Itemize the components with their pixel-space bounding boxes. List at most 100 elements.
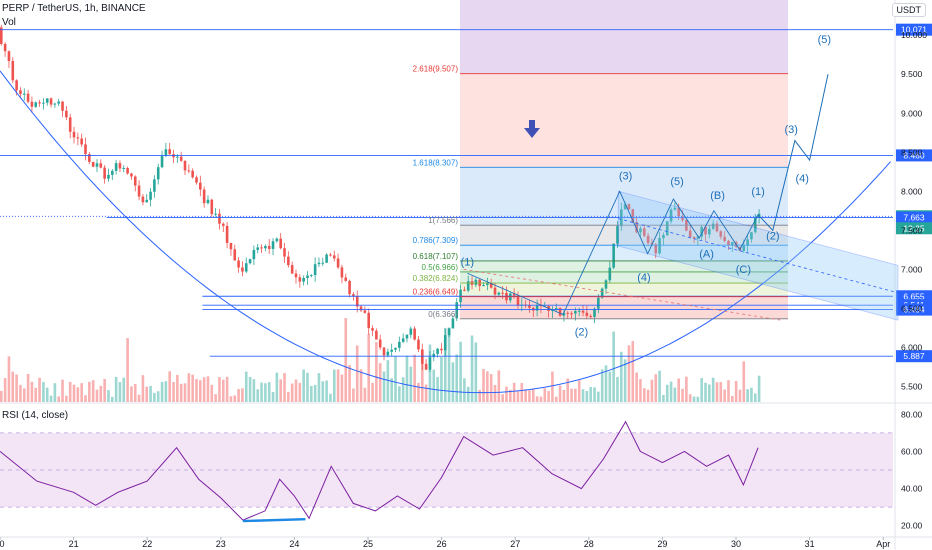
candle: [179, 156, 183, 161]
candle: [593, 308, 596, 317]
volume-bar: [669, 381, 673, 402]
candle: [210, 199, 214, 215]
target-zone: [460, 0, 788, 74]
candle: [409, 328, 413, 335]
candle: [662, 235, 665, 239]
volume-bar: [623, 359, 627, 402]
candle: [53, 103, 57, 105]
volume-bar: [195, 379, 198, 402]
volume-bar: [248, 376, 252, 402]
fib-level-label: 0.236(6.649): [413, 288, 459, 297]
volume-bar: [390, 378, 393, 402]
fib-level-label: 0.382(6.824): [413, 274, 459, 283]
candle: [440, 348, 443, 351]
candle: [95, 163, 99, 167]
price-tag-label: 10.071: [901, 25, 927, 35]
wave-label: (A): [699, 249, 714, 261]
volume-bar: [509, 389, 512, 402]
extension-red-zone: [460, 73, 788, 168]
candle: [199, 182, 202, 190]
volume-bar: [685, 376, 688, 402]
volume-bar: [122, 377, 126, 402]
volume-bar: [321, 381, 325, 402]
candle: [317, 262, 321, 265]
rsi-label: RSI (14, close): [2, 410, 69, 421]
candle: [133, 176, 137, 186]
wave-label: (3): [784, 124, 797, 136]
candle: [252, 249, 256, 260]
volume-bar: [95, 389, 99, 402]
candle: [11, 61, 15, 81]
time-tick-label: Apr: [876, 539, 890, 549]
fib-level-label: 1(7.566): [428, 216, 458, 225]
price-tick-label: 6.500: [901, 303, 923, 313]
volume-bar: [260, 382, 263, 402]
volume-bar: [447, 327, 451, 402]
fib-level-label: 0.5(6.966): [422, 263, 459, 272]
volume-bar: [237, 389, 240, 402]
volume-bar: [673, 387, 677, 402]
candle: [26, 93, 30, 102]
price-tick-label: 7.500: [901, 225, 923, 235]
volume-bar: [363, 387, 367, 402]
volume-bar: [730, 395, 734, 402]
volume-bar: [332, 369, 336, 402]
candle: [202, 189, 206, 204]
wave-projection-line[interactable]: [757, 74, 829, 232]
candle: [463, 289, 466, 291]
candle: [715, 223, 719, 232]
volume-bar: [501, 394, 504, 402]
candle: [271, 241, 275, 249]
volume-bar: [34, 387, 38, 402]
candle: [665, 221, 669, 236]
volume-bar: [310, 385, 313, 402]
volume-bar: [543, 388, 547, 402]
volume-bar: [696, 396, 700, 402]
quote-unit-button[interactable]: USDT: [891, 3, 926, 17]
volume-bar: [84, 395, 87, 402]
candle: [394, 347, 397, 350]
candle: [355, 296, 359, 307]
volume-bar: [15, 374, 18, 402]
candle: [267, 245, 271, 249]
retrace-zone-2: [460, 245, 788, 261]
cup-arc[interactable]: [0, 70, 891, 394]
volume-bar: [65, 395, 68, 402]
volume-bar: [451, 362, 455, 402]
rsi-divergence-line[interactable]: [242, 518, 306, 523]
candle: [535, 305, 539, 311]
volume-bar: [256, 389, 260, 402]
rsi-line[interactable]: [0, 420, 759, 521]
candle: [742, 245, 746, 251]
candle: [187, 170, 191, 172]
volume-bar: [355, 345, 359, 402]
volume-bar: [417, 382, 420, 402]
candle: [310, 275, 313, 277]
candle: [413, 328, 416, 340]
volume-bar: [642, 388, 646, 402]
volume-bar: [466, 386, 470, 402]
price-tag: [896, 211, 932, 224]
volume-bar: [367, 334, 371, 402]
volume-bar: [275, 372, 279, 402]
candle: [42, 102, 45, 104]
wave-label: (5): [670, 176, 683, 188]
symbol-title: PERP / TetherUS, 1h, BINANCE: [2, 3, 146, 14]
volume-bar: [424, 384, 428, 402]
candle: [432, 353, 436, 358]
candle: [677, 207, 681, 217]
volume-bar: [585, 391, 589, 402]
volume-bar: [401, 377, 405, 402]
candle: [577, 310, 581, 312]
time-tick-label: 24: [289, 539, 299, 549]
time-tick-label: 29: [657, 539, 667, 549]
volume-bar: [547, 390, 550, 402]
candle: [84, 144, 87, 155]
candle: [608, 267, 612, 281]
volume-bar: [0, 390, 3, 402]
candle: [237, 260, 240, 268]
arrow-down-icon: [524, 120, 540, 138]
volume-bar: [665, 384, 669, 402]
candle: [45, 98, 49, 103]
